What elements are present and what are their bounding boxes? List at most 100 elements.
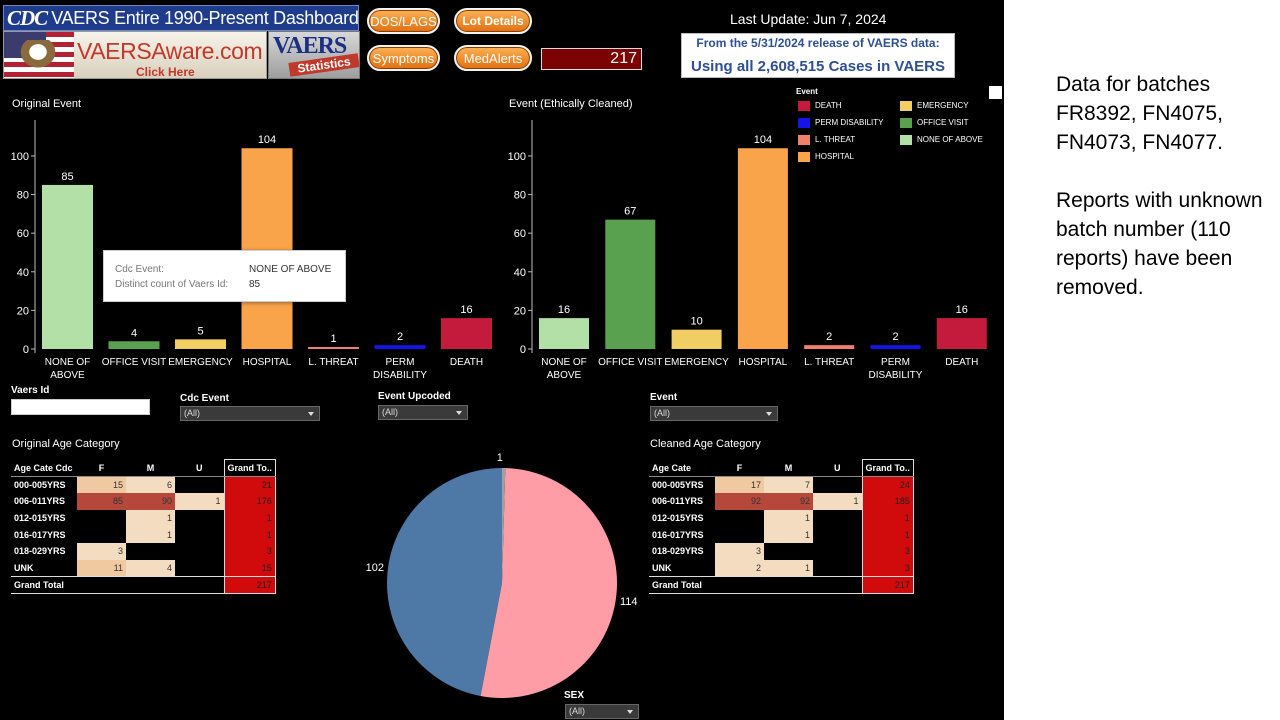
original-age-crosstab[interactable]: Age Cate Cdc F M U Grand To.. 000-005YRS 15 6 21… [11,459,276,594]
grand-total-cell[interactable]: 3 [223,542,276,560]
table-row[interactable]: 012-015YRS 1 1 [11,509,276,527]
x-tick-label: NONE OF ABOVE [45,357,91,381]
table-cell[interactable]: 1 [813,492,862,510]
cdc-event-dropdown[interactable]: (All) [180,406,320,421]
grand-total-cell[interactable]: 185 [861,492,914,510]
bar-hospital[interactable] [241,148,293,349]
row-label: 018-029YRS [14,546,66,557]
table-cell[interactable]: 1 [126,526,175,543]
table-cell[interactable]: 85 [77,492,126,510]
table-cell[interactable]: 1 [764,509,813,527]
table-cell[interactable]: 1 [764,526,813,543]
grand-total-cell[interactable]: 3 [861,542,914,560]
legend-item[interactable]: OFFICE VISIT [900,118,969,128]
grand-total-cell[interactable]: 1 [223,526,276,543]
vaersaware-site-name: VAERSAware.com [77,38,263,64]
table-row[interactable]: 006-011YRS 92 92 1 185 [649,492,914,510]
bar-office-visit[interactable] [605,219,656,349]
legend-item[interactable]: PERM DISABILITY [798,118,883,128]
table-row[interactable]: 018-029YRS 3 3 [11,542,276,560]
bar-perm-disability[interactable] [870,345,921,349]
grand-total-cell[interactable]: 1 [861,509,914,527]
table-cell[interactable]: 92 [715,492,764,510]
sex-dropdown[interactable]: (All) [565,704,639,719]
bar-l-threat[interactable] [804,345,855,349]
legend-item[interactable]: L. THREAT [798,135,855,145]
table-cell[interactable]: 1 [126,509,175,527]
table-cell[interactable]: 4 [126,559,175,577]
bar-death[interactable] [441,318,492,349]
grand-total-cell[interactable]: 15 [223,559,276,577]
legend-item[interactable]: EMERGENCY [900,101,969,111]
cleaned-age-crosstab[interactable]: Age Cate F M U Grand To.. 000-005YRS 17 7 24 006-… [649,459,914,594]
table-cell[interactable]: 6 [126,476,175,493]
event-upcoded-dropdown-value: (All) [382,407,398,417]
table-cell[interactable]: 3 [715,542,764,560]
vaers-statistics-logo[interactable]: VAERS Statistics [268,31,360,79]
grand-total-value[interactable]: 217 [861,575,914,594]
table-row[interactable]: 000-005YRS 15 6 21 [11,476,276,493]
bar-l-threat[interactable] [308,347,359,349]
grand-total-cell[interactable]: 21 [223,476,276,493]
grand-total-cell[interactable]: 176 [223,492,276,510]
table-row[interactable]: 018-029YRS 3 3 [649,542,914,560]
grand-total-label: Grand Total [11,575,77,594]
original-event-chart[interactable]: 0 20 40 60 80 100 85 NONE OF ABOVE 4 OFFICE VISIT 5… [0,0,500,390]
medalerts-button[interactable]: MedAlerts [454,45,532,71]
pie-slice[interactable] [387,468,502,696]
table-row[interactable]: 012-015YRS 1 1 [649,509,914,527]
table-cell[interactable]: 3 [77,542,126,560]
table-cell[interactable]: 2 [715,559,764,577]
pie-slice[interactable] [480,468,618,699]
bar-perm-disability[interactable] [374,345,426,349]
bar-emergency[interactable] [671,329,722,349]
symptoms-button[interactable]: Symptoms [367,45,440,71]
table-cell[interactable]: 92 [764,492,813,510]
pie-slice[interactable] [502,468,506,583]
row-label: 000-005YRS [14,479,66,490]
table-row[interactable]: 000-005YRS 17 7 24 [649,476,914,493]
grand-total-cell[interactable]: 24 [861,476,914,493]
side-note-removed: Reports with unknown batch number (110 r… [1056,189,1263,299]
table-row[interactable]: UNK 2 1 3 [649,559,914,577]
grand-total-cell[interactable]: 1 [223,509,276,527]
table-cell[interactable]: 1 [764,559,813,577]
legend-item[interactable]: NONE OF ABOVE [900,135,983,145]
table-cell[interactable]: 15 [77,476,126,493]
legend-label: OFFICE VISIT [917,118,969,128]
event-dropdown[interactable]: (All) [650,406,778,421]
bar-data-label: 5 [197,325,203,337]
cdc-logo: CDC [7,5,48,30]
grand-total-cell[interactable]: 1 [861,526,914,543]
bar-office-visit[interactable] [108,341,160,349]
table-cell[interactable]: 90 [126,492,175,510]
dashboard-banner[interactable]: CDC VAERS Entire 1990-Present Dashboard [3,5,359,31]
table-cell[interactable]: 11 [77,559,126,577]
grand-total-cell[interactable]: 3 [861,559,914,577]
grand-total-row[interactable]: Grand Total 217 [649,575,914,594]
bar-none-of-above[interactable] [539,318,589,349]
table-cell[interactable]: 1 [175,492,224,510]
bar-death[interactable] [936,318,987,349]
grand-total-value[interactable]: 217 [223,575,276,594]
bar-hospital[interactable] [737,148,788,349]
dos-lags-button[interactable]: DOS/LAGS [367,8,440,34]
legend-item[interactable]: DEATH [798,101,842,111]
event-upcoded-dropdown[interactable]: (All) [378,405,468,420]
bar-emergency[interactable] [175,339,226,349]
table-row[interactable]: 016-017YRS 1 1 [649,526,914,543]
cases-line: Using all 2,608,515 Cases in VAERS [690,58,945,75]
table-row[interactable]: UNK 11 4 15 [11,559,276,577]
vaersaware-link[interactable]: VAERSAware.com Click Here [3,31,267,79]
table-row[interactable]: 006-011YRS 85 90 1 176 [11,492,276,510]
grand-total-row[interactable]: Grand Total 217 [11,575,276,594]
vaers-id-input[interactable] [11,399,150,415]
table-cell[interactable]: 17 [715,476,764,493]
bar-none-of-above[interactable] [42,184,93,349]
lot-details-button[interactable]: Lot Details [454,8,532,34]
table-row[interactable]: 016-017YRS 1 1 [11,526,276,543]
legend-item[interactable]: HOSPITAL [798,152,854,162]
table-cell[interactable]: 7 [764,476,813,493]
